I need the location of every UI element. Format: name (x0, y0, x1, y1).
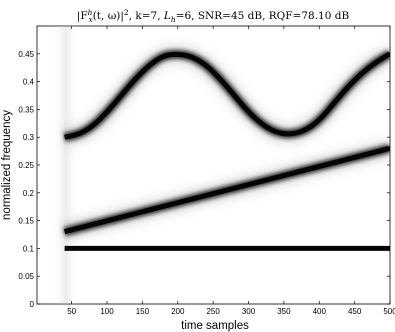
x-tick-label: 150 (136, 307, 150, 316)
x-tick-label: 200 (171, 307, 185, 316)
title-k: , k=7, (129, 10, 164, 22)
y-tick-label: 0.45 (18, 50, 34, 59)
x-tick-label: 450 (348, 307, 362, 316)
y-tick-label: 0.2 (23, 189, 35, 198)
y-tick-label: 0.3 (23, 133, 35, 142)
x-tick-label: 300 (242, 307, 256, 316)
title-expr: |F (77, 10, 88, 23)
x-tick-label: 500 (383, 307, 395, 316)
x-tick-label: 100 (100, 307, 114, 316)
y-axis: 0 0.05 0.1 0.15 0.2 0.25 0.3 0.35 0.4 0.45 (18, 50, 390, 309)
title-lh-sub: h (171, 15, 176, 24)
x-tick-label: 350 (277, 307, 291, 316)
y-tick-label: 0.25 (18, 161, 34, 170)
y-tick-label: 0 (30, 300, 35, 309)
ridge-core-sinusoidal-fm (64, 51, 390, 140)
y-tick-label: 0.4 (23, 78, 35, 87)
chart-title: |Fh x(t, ω)|2, k=7, Lh=6, SNR=45 dB, RQF=… (77, 8, 350, 24)
y-tick-label: 0.1 (23, 244, 35, 253)
onset-shading (52, 26, 80, 304)
title-sup: h (88, 8, 93, 17)
y-tick-label: 0.35 (18, 105, 34, 114)
y-tick-label: 0.05 (18, 272, 34, 281)
y-tick-label: 0.15 (18, 217, 34, 226)
title-sq: 2 (124, 8, 129, 17)
title-lh-rest: =6, SNR=45 dB, RQF=78.10 dB (176, 10, 350, 22)
x-tick-label: 400 (313, 307, 327, 316)
x-axis: 50 100 150 200 250 300 350 400 450 500 (67, 26, 395, 316)
title-expr-rest: (t, ω)| (93, 10, 124, 23)
title-lh: L (163, 10, 171, 22)
x-tick-label: 50 (67, 307, 76, 316)
x-axis-label: time samples (181, 320, 249, 332)
heatmap-content (52, 26, 390, 304)
ridge-core-linear-chirp (63, 145, 390, 235)
title-sub: x (88, 15, 93, 24)
x-tick-label: 250 (206, 307, 220, 316)
y-axis-label: normalized frequency (1, 110, 13, 220)
